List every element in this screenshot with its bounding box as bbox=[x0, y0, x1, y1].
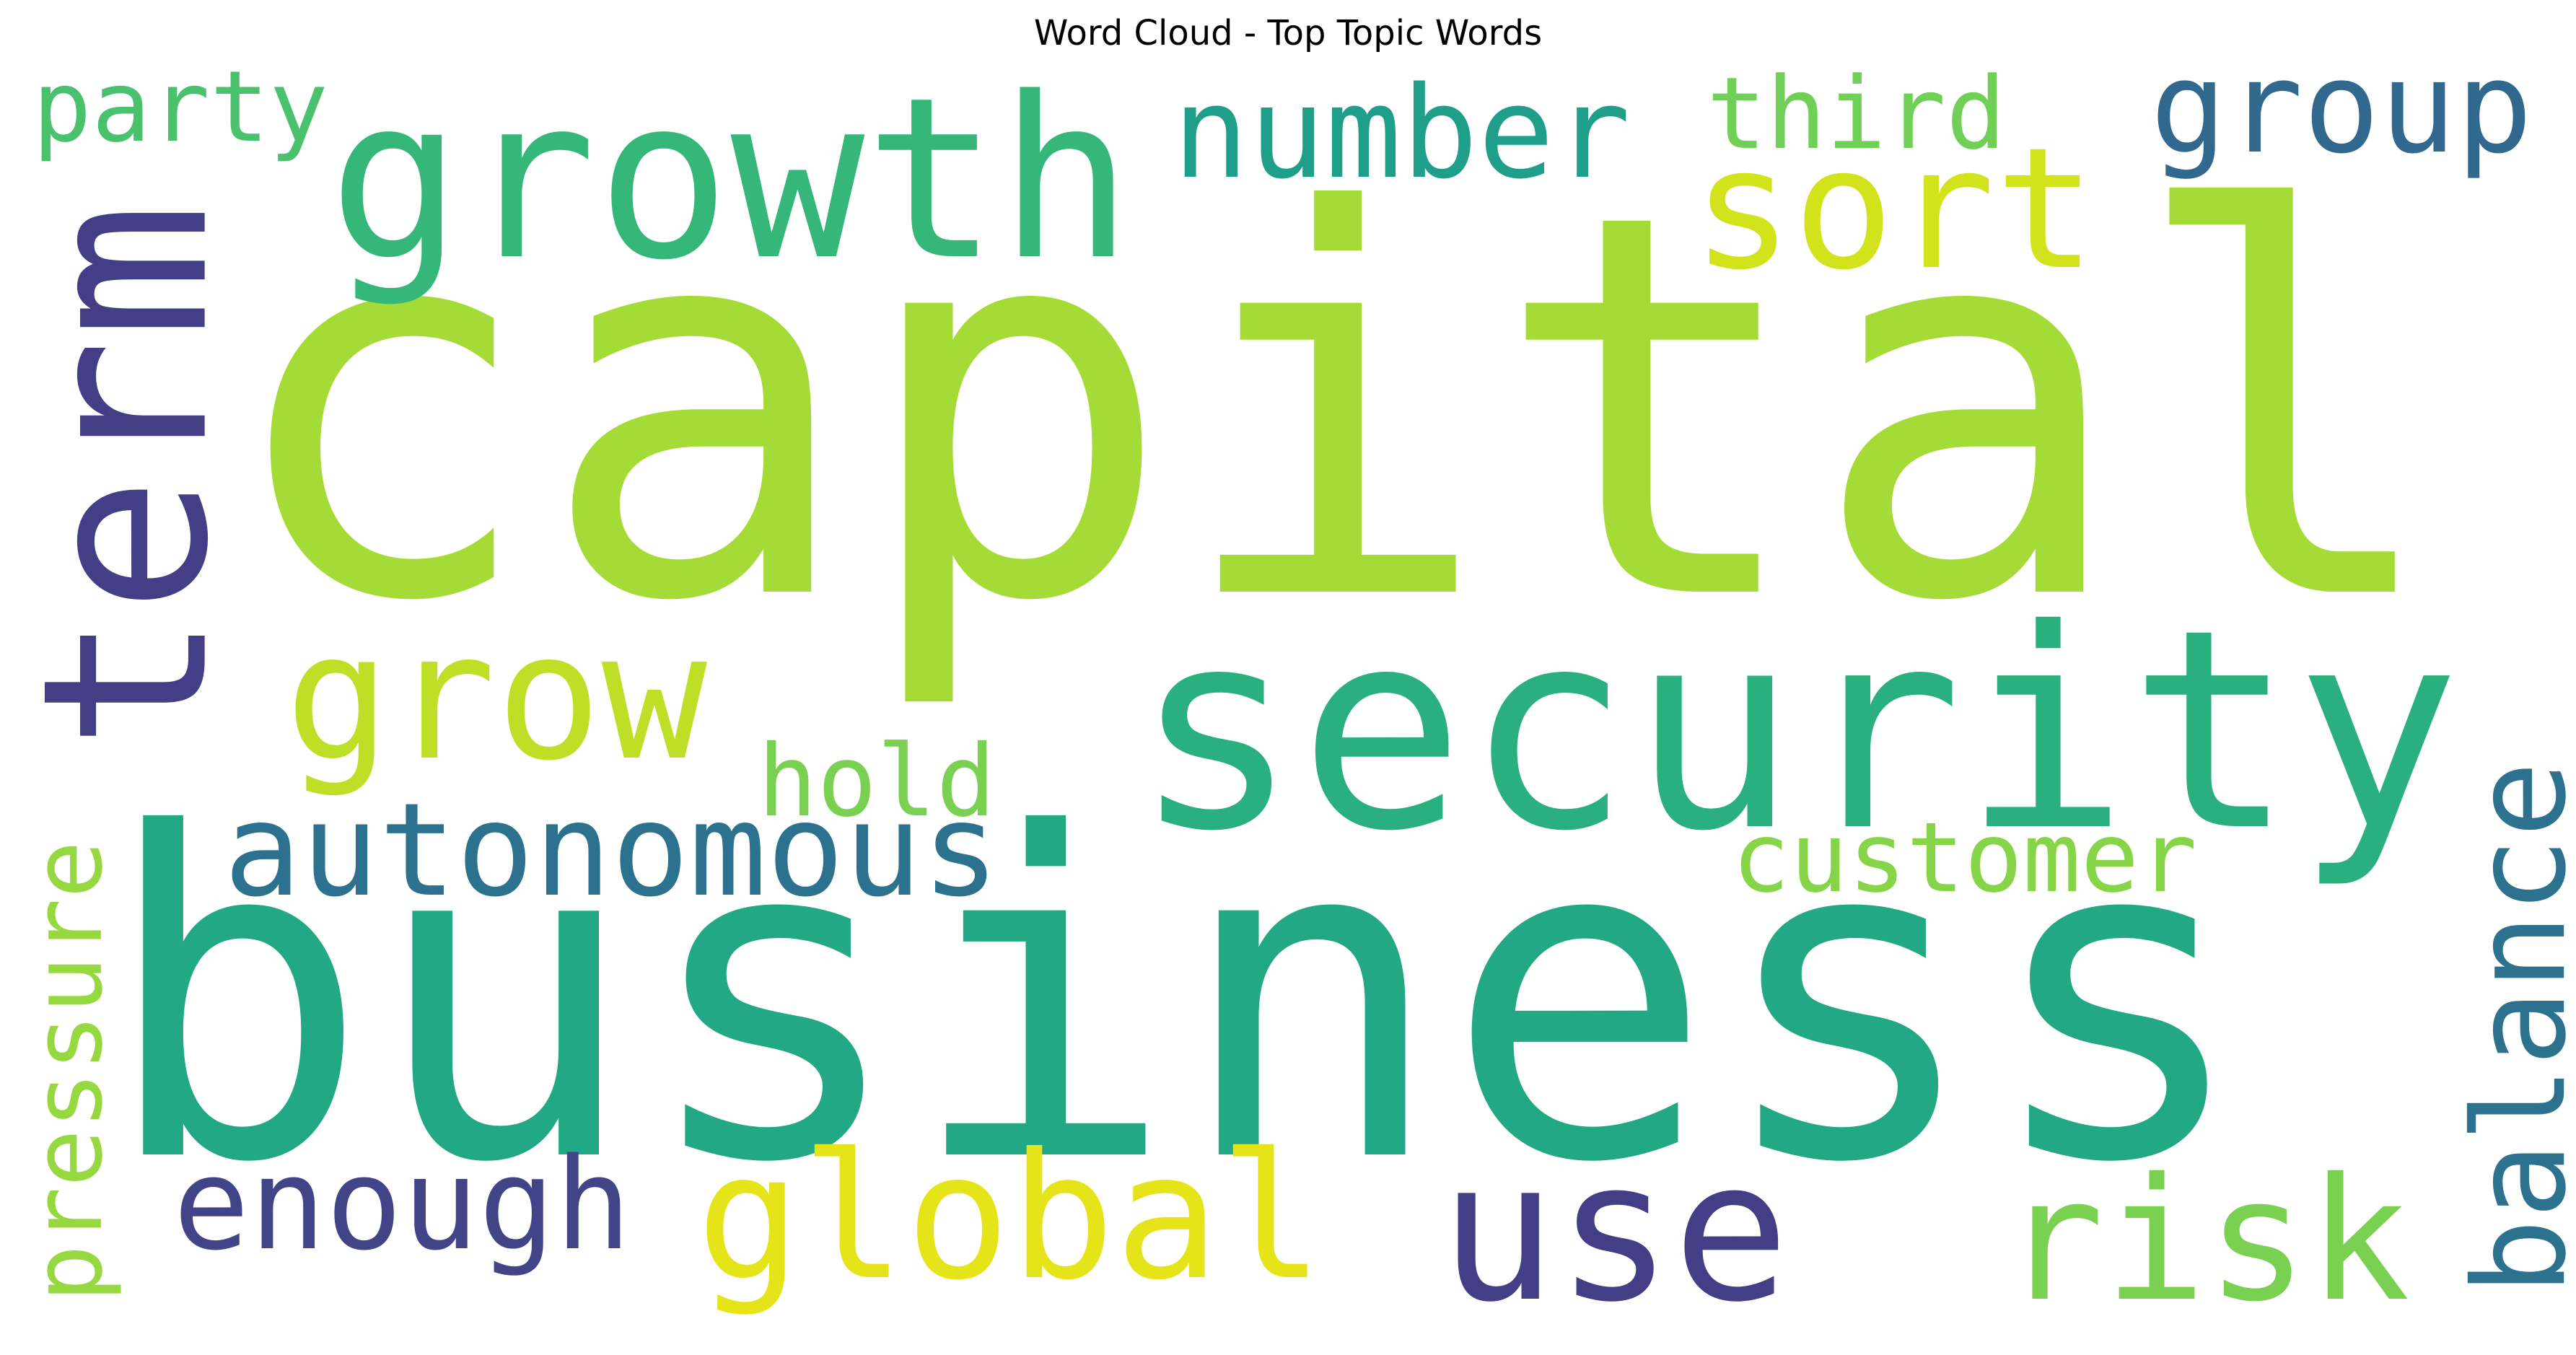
chart-title: Word Cloud - Top Topic Words bbox=[1033, 13, 1543, 53]
word-pressure: pressure bbox=[13, 841, 124, 1302]
word-party: party bbox=[32, 51, 328, 165]
word-business: business bbox=[101, 740, 2251, 1260]
word-customer: customer bbox=[1732, 802, 2197, 914]
word-growth: growth bbox=[328, 49, 1133, 309]
word-third: third bbox=[1707, 56, 2006, 172]
word-use: use bbox=[1440, 1120, 1789, 1345]
word-number: number bbox=[1173, 60, 1631, 207]
word-autonomous: autonomous bbox=[224, 776, 999, 926]
word-capital: capital bbox=[220, 102, 2446, 716]
word-term: term bbox=[0, 202, 259, 750]
word-balance: balance bbox=[2447, 761, 2576, 1295]
word-enough: enough bbox=[173, 1131, 631, 1279]
word-hold: hold bbox=[758, 724, 996, 839]
word-sort: sort bbox=[1692, 111, 2096, 307]
word-global: global bbox=[696, 1115, 1324, 1318]
word-risk: risk bbox=[2002, 1142, 2410, 1339]
word-grow: grow bbox=[285, 596, 708, 799]
word-security: security bbox=[1133, 571, 2461, 892]
word-group: group bbox=[2150, 34, 2533, 182]
